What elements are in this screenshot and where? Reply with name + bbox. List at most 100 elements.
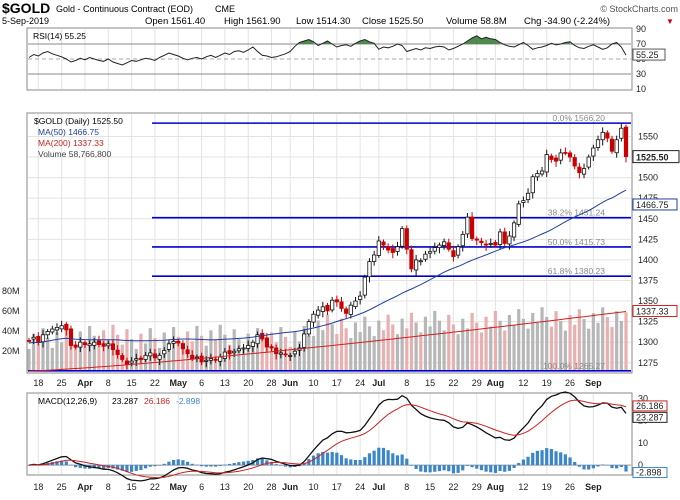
macd-hist-bar bbox=[162, 463, 166, 466]
x-tick-label-bottom: 22 bbox=[150, 482, 160, 492]
header-change: Chg -34.90 (-2.24%) bbox=[524, 16, 610, 27]
macd-hist-bar bbox=[148, 465, 152, 467]
volume-bar bbox=[241, 349, 246, 371]
x-tick-label: Jun bbox=[282, 378, 298, 388]
x-tick-label: 22 bbox=[448, 378, 458, 388]
ma50-line bbox=[28, 189, 627, 344]
macd-hist-bar bbox=[381, 447, 386, 466]
macd-label: MACD(12,26,9) bbox=[38, 396, 97, 406]
macd-hist-bar bbox=[479, 465, 484, 471]
volume-bar bbox=[470, 312, 474, 371]
legend-ma200: MA(200) 1337.33 bbox=[38, 138, 104, 148]
candle-body bbox=[320, 306, 325, 312]
volume-bar bbox=[503, 330, 507, 371]
rsi-frame bbox=[26, 27, 633, 91]
macd-hist-bar bbox=[78, 465, 82, 468]
ma200-last-box bbox=[632, 304, 678, 317]
volume-bar bbox=[307, 335, 311, 371]
volume-bar bbox=[531, 313, 535, 371]
candle-body bbox=[26, 339, 32, 342]
macd-hist-bar bbox=[619, 465, 623, 467]
x-tick-label: 15 bbox=[425, 378, 435, 388]
candle-body bbox=[465, 216, 470, 235]
candle-body bbox=[432, 247, 437, 252]
macd-hist-bar bbox=[400, 454, 404, 466]
candle-body bbox=[129, 360, 134, 364]
x-tick-label: 24 bbox=[355, 378, 365, 388]
volume-bar bbox=[344, 328, 348, 371]
x-tick-label-bottom: 18 bbox=[33, 482, 43, 492]
x-tick-label-bottom: 26 bbox=[565, 482, 575, 492]
volume-bar bbox=[624, 312, 628, 371]
macd-line bbox=[28, 391, 627, 482]
candle-body bbox=[381, 241, 386, 246]
rsi-tick-label: 70 bbox=[636, 39, 646, 49]
macd-hist-bar bbox=[465, 465, 470, 466]
volume-bar bbox=[69, 336, 73, 371]
candle-body bbox=[446, 242, 451, 250]
candle-body bbox=[68, 328, 74, 346]
candle-body bbox=[246, 345, 251, 349]
candle-body bbox=[404, 228, 409, 250]
volume-bar bbox=[50, 347, 54, 371]
candle-body bbox=[36, 335, 41, 343]
candle-body bbox=[143, 354, 148, 360]
macd-hist-bar bbox=[69, 464, 73, 466]
macd-hist-bar bbox=[582, 465, 586, 470]
fib-label: 100.0% 1265.27 bbox=[543, 361, 605, 371]
candle-body bbox=[78, 341, 83, 348]
candle-body bbox=[194, 356, 200, 359]
macd-hist-bar bbox=[223, 464, 227, 466]
candle-body bbox=[474, 238, 479, 241]
macd-hist-bar bbox=[503, 465, 507, 472]
volume-bar bbox=[316, 320, 320, 371]
candle-body bbox=[600, 131, 605, 141]
candle-body bbox=[544, 154, 549, 173]
price-tick-label: 1350 bbox=[638, 296, 658, 306]
macd-hist-bar bbox=[367, 453, 372, 466]
macd-signal-line bbox=[28, 399, 627, 479]
macd-frame bbox=[26, 392, 633, 476]
x-tick-label: 19 bbox=[542, 378, 552, 388]
volume-bar bbox=[559, 320, 563, 371]
header-name: Gold - Continuous Contract (EOD) bbox=[56, 4, 193, 14]
volume-bar bbox=[577, 309, 581, 371]
macd-hist-bar bbox=[517, 462, 521, 466]
candle-body bbox=[40, 334, 46, 343]
macd-hist-bar bbox=[554, 451, 558, 466]
candle-body bbox=[110, 343, 116, 351]
legend-ma50: MA(50) 1466.75 bbox=[38, 127, 99, 137]
macd-hist-bar bbox=[316, 453, 320, 466]
macd-hist-bar bbox=[311, 455, 316, 466]
macd-hist-bar bbox=[279, 465, 283, 466]
x-tick-label: 17 bbox=[332, 378, 342, 388]
candle-body bbox=[442, 241, 447, 246]
volume-bar bbox=[423, 316, 428, 371]
candle-body bbox=[157, 354, 162, 360]
x-tick-label: May bbox=[169, 378, 187, 388]
volume-bar bbox=[498, 320, 502, 371]
macd-hist-bar bbox=[535, 450, 539, 466]
x-tick-label: 29 bbox=[472, 378, 482, 388]
candle-body bbox=[362, 276, 367, 296]
volume-bar bbox=[409, 312, 414, 371]
x-tick-label: Aug bbox=[487, 378, 505, 388]
rsi-overbought-fill bbox=[462, 35, 501, 44]
candle-body bbox=[218, 356, 223, 362]
macd-hist-bar bbox=[577, 465, 581, 467]
volume-bar bbox=[46, 338, 50, 371]
macd-hist-bar bbox=[283, 465, 288, 467]
axes: 907050301055.251550152515001475145014251… bbox=[2, 24, 680, 492]
candle-body bbox=[609, 138, 615, 152]
volume-bar bbox=[92, 335, 96, 371]
candle-body bbox=[152, 353, 158, 359]
volume-bar bbox=[181, 346, 185, 371]
macd-hist-bar bbox=[167, 461, 171, 466]
macd-hist-bar bbox=[204, 465, 208, 467]
x-tick-label-bottom: 10 bbox=[309, 482, 319, 492]
header-exchange: CME bbox=[215, 4, 235, 14]
x-tick-label: 8 bbox=[106, 378, 111, 388]
rsi-plot bbox=[28, 35, 631, 75]
ma50-last-box bbox=[632, 198, 678, 211]
